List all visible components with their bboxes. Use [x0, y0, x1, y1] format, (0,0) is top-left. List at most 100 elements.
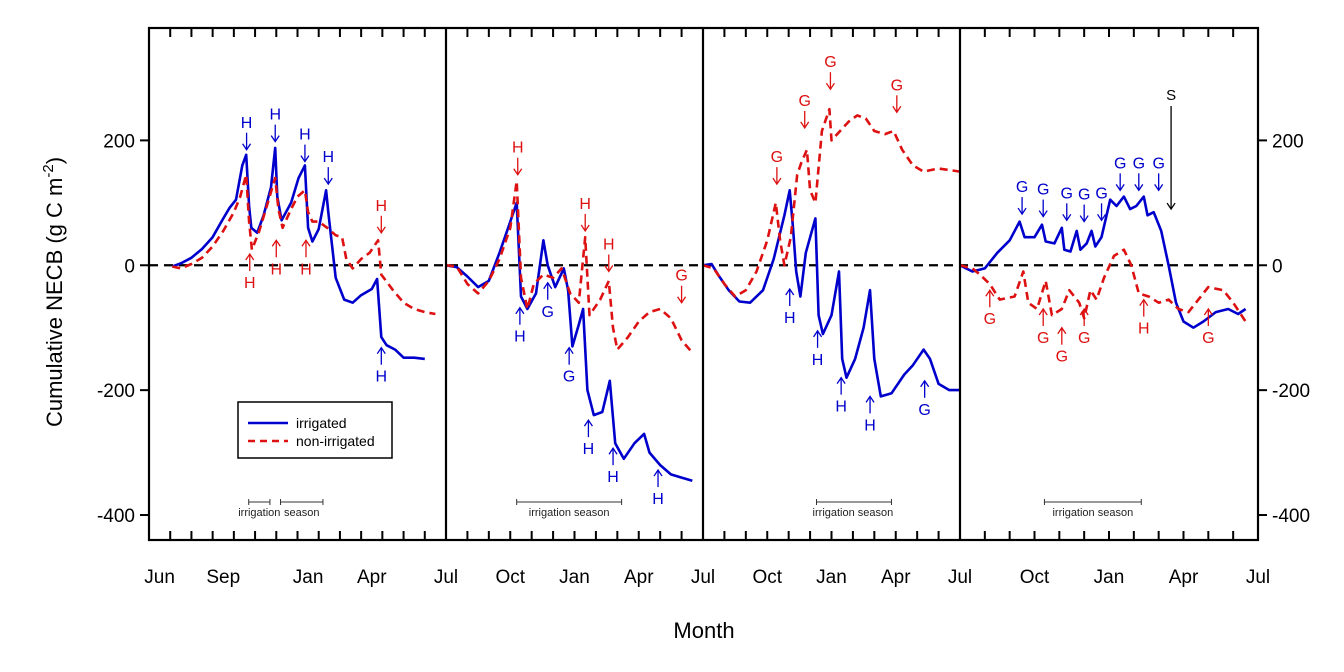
event-arrowhead: [892, 105, 902, 114]
event-label: G: [1016, 179, 1028, 196]
y-axis-label: Cumulative NECB (g C m-2): [40, 157, 67, 427]
event-arrowhead: [580, 224, 590, 233]
event-label: H: [376, 198, 388, 215]
event-arrowhead: [515, 306, 525, 315]
event-arrowhead: [1134, 183, 1144, 192]
series-layer: [171, 107, 1247, 482]
event-arrowhead: [1139, 298, 1149, 306]
series-line-irrigated: [702, 189, 960, 398]
x-tick-label: Oct: [495, 567, 525, 588]
x-tick-label: Sep: [206, 567, 240, 588]
season-label: irrigation: [238, 507, 280, 519]
event-arrowhead: [376, 346, 386, 355]
event-arrowhead: [1038, 210, 1048, 218]
series-line-irrigated: [445, 201, 693, 482]
y-axis-label-tail: ): [42, 157, 67, 164]
event-label: G: [824, 54, 836, 71]
event-label: H: [271, 261, 283, 278]
x-tick-label: Jul: [1246, 567, 1270, 588]
event-label: H: [864, 417, 876, 434]
event-arrowhead: [825, 82, 835, 91]
x-tick-label: Apr: [624, 567, 654, 588]
event-label: G: [1037, 182, 1049, 199]
event-label: G: [799, 93, 811, 110]
x-tick-label: Jan: [559, 567, 590, 588]
y-tick-label-left: 0: [124, 256, 135, 277]
y-tick-label-right: 0: [1272, 256, 1283, 277]
event-label: H: [784, 310, 796, 327]
event-arrowhead: [800, 121, 810, 130]
event-label: G: [1061, 185, 1073, 202]
event-label: G: [984, 311, 996, 328]
event-label: H: [1138, 321, 1150, 338]
event-arrowhead: [543, 281, 553, 290]
x-tick-label: Jul: [948, 567, 972, 588]
event-arrowhead: [245, 252, 255, 261]
event-arrowhead: [564, 346, 574, 355]
series-line-non-irrigated: [959, 248, 1247, 323]
event-label: G: [1114, 155, 1126, 172]
event-arrowhead: [1062, 213, 1072, 222]
x-tick-label: Jan: [293, 567, 324, 588]
event-label: H: [607, 469, 619, 486]
event-arrowhead: [1038, 307, 1048, 316]
event-arrowhead: [1057, 326, 1067, 335]
event-label: H: [514, 329, 526, 346]
event-arrowhead: [583, 418, 593, 427]
sowing-arrowhead: [1166, 202, 1176, 211]
event-arrowhead: [772, 177, 782, 186]
x-tick-label: Jul: [434, 567, 458, 588]
x-tick-label: Apr: [357, 567, 387, 588]
x-tick-label: Jun: [144, 567, 175, 588]
event-label: H: [376, 369, 388, 386]
event-arrowhead: [1079, 307, 1089, 316]
event-label: H: [322, 149, 334, 166]
x-tick-label: Jan: [816, 567, 847, 588]
panel-3: [702, 107, 961, 398]
season-label: irrigation season: [1052, 507, 1133, 519]
x-tick-label: Oct: [1020, 567, 1050, 588]
event-arrowhead: [865, 395, 875, 403]
event-label: G: [1095, 185, 1107, 202]
axes-layer: Jun Sep Jan Apr Jul Oct Jan Apr Jul Oct Jan Apr Jul O…: [97, 26, 1310, 588]
event-label: H: [241, 115, 253, 132]
event-arrowhead: [301, 239, 311, 247]
x-tick-label: Jan: [1094, 567, 1125, 588]
event-label: H: [812, 352, 824, 369]
event-arrowhead: [836, 376, 846, 385]
event-label: H: [269, 107, 281, 124]
x-tick-label: Apr: [881, 567, 911, 588]
event-label: G: [1037, 330, 1049, 347]
plot-frame: [147, 26, 1260, 542]
event-arrowhead: [242, 143, 252, 151]
event-arrowhead: [1017, 207, 1027, 216]
event-label: G: [891, 77, 903, 94]
series-line-non-irrigated: [702, 107, 961, 298]
event-arrowhead: [1203, 307, 1213, 316]
y-tick-label-right: -200: [1272, 381, 1310, 402]
y-tick-label-right: 200: [1272, 131, 1304, 152]
y-tick-label-left: -200: [97, 381, 135, 402]
series-line-non-irrigated: [172, 173, 436, 316]
legend-label-irrigated: irrigated: [296, 415, 347, 431]
series-line-non-irrigated: [445, 179, 694, 354]
event-label: H: [835, 399, 847, 416]
panel-4: [959, 195, 1247, 329]
event-label: H: [583, 441, 595, 458]
event-label: H: [652, 491, 664, 508]
season-label: season: [284, 507, 319, 519]
legend: irrigated non-irrigated: [237, 401, 393, 459]
event-label: G: [1202, 330, 1214, 347]
event-label: G: [675, 268, 687, 285]
event-label: G: [563, 369, 575, 386]
event-arrowhead: [323, 177, 333, 186]
event-arrowhead: [1115, 183, 1125, 192]
event-label: G: [1133, 155, 1145, 172]
series-line-irrigated: [959, 195, 1247, 329]
event-label: G: [1152, 155, 1164, 172]
event-label: H: [244, 275, 256, 292]
event-label: H: [512, 140, 524, 157]
event-arrowhead: [513, 168, 523, 176]
event-arrowhead: [271, 239, 281, 247]
